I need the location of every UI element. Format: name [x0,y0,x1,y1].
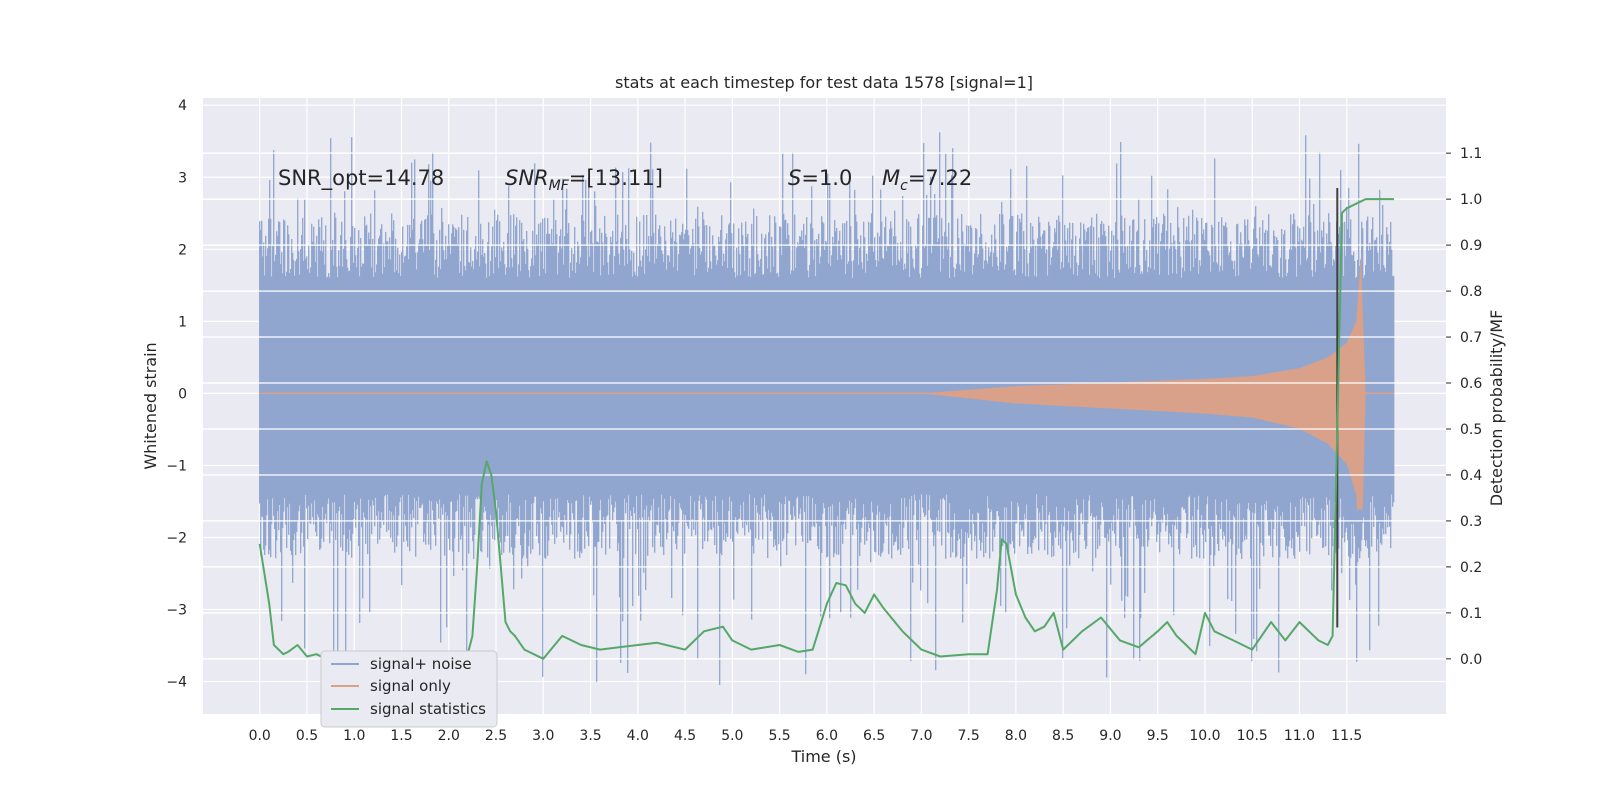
y2-tick-label: 0.1 [1460,606,1482,622]
annotation-snr-mf-sub: MF [549,178,570,194]
y2-tick-label: 0.0 [1460,652,1482,668]
x-tick-label: 6.5 [863,728,885,744]
x-tick-label: 4.5 [674,728,696,744]
annotation-mc-sub: c [900,178,908,194]
x-axis-ticks: 0.0 0.5 1.0 1.5 2.0 2.5 3.0 3.5 4.0 4.5 5.0 5.5 6.0 6… [249,728,1363,744]
x-tick-label: 7.5 [958,728,980,744]
x-tick-label: 1.0 [343,728,365,744]
x-tick-label: 11.5 [1331,728,1362,744]
y2-tick-label: 0.3 [1460,514,1482,530]
grid-lines-right-axis-overlay [203,152,1446,660]
y2-tick-label: 1.0 [1460,192,1482,208]
y-tick-label: −1 [166,458,187,474]
x-tick-label: 7.0 [910,728,932,744]
x-tick-label: 4.0 [627,728,649,744]
annotation-s: S=1.0 [788,166,852,190]
y-tick-label: 3 [178,170,187,186]
annotations: SNR_opt=14.78 SNRMF=[13.11] S=1.0 Mc=7.2… [278,166,972,194]
annotation-s-label: S [788,166,801,190]
y-tick-label: −3 [166,603,187,619]
y2-tick-label: 0.7 [1460,330,1482,346]
x-tick-label: 9.5 [1147,728,1169,744]
annotation-snr-mf-value: =[13.11] [569,166,663,190]
x-tick-label: 8.5 [1052,728,1074,744]
y2-tick-label: 1.1 [1460,146,1482,162]
y2-tick-label: 0.2 [1460,560,1482,576]
annotation-snr-mf: SNRMF=[13.11] [505,166,663,194]
x-tick-label: 3.0 [532,728,554,744]
y-tick-label: 4 [178,98,187,114]
y-axis-label: Whitened strain [141,342,160,469]
y2-tick-label: 0.4 [1460,468,1482,484]
x-tick-label: 10.0 [1189,728,1220,744]
right-y-axis-ticks: 0.0 0.1 0.2 0.3 0.4 0.5 0.6 0.7 0.8 0.9 1.0 1.1 [1446,146,1482,668]
y-tick-label: 1 [178,314,187,330]
x-tick-label: 10.5 [1237,728,1268,744]
x-tick-label: 5.0 [721,728,743,744]
annotation-mc-value: =7.22 [908,166,972,190]
left-y-axis-ticks: −4 −3 −2 −1 0 1 2 3 4 [166,98,187,690]
annotation-mc: Mc=7.22 [882,166,972,194]
x-tick-label: 1.5 [390,728,412,744]
x-tick-label: 2.0 [438,728,460,744]
x-tick-label: 0.5 [296,728,318,744]
x-tick-label: 5.5 [768,728,790,744]
annotation-snr-mf-main: SNR [505,166,549,190]
legend-label-stats: signal statistics [370,700,486,718]
x-tick-label: 3.5 [579,728,601,744]
x-tick-label: 11.0 [1284,728,1315,744]
legend-label-noise: signal+ noise [370,655,472,673]
y-tick-label: −2 [166,530,187,546]
chart-title: stats at each timestep for test data 157… [615,73,1033,92]
x-axis-label: Time (s) [790,747,856,766]
y2-tick-label: 0.8 [1460,284,1482,300]
y-tick-label: −4 [166,675,187,691]
x-tick-label: 6.0 [816,728,838,744]
legend: signal+ noise signal only signal statist… [320,650,498,728]
annotation-mc-label: M [882,166,900,190]
x-tick-label: 8.0 [1005,728,1027,744]
legend-box [320,650,498,728]
x-tick-label: 9.0 [1099,728,1121,744]
annotation-s-value: =1.0 [801,166,852,190]
y2-tick-label: 0.9 [1460,238,1482,254]
x-tick-label: 0.0 [249,728,271,744]
y2-tick-label: 0.5 [1460,422,1482,438]
annotation-snr-opt: SNR_opt=14.78 [278,166,444,191]
y-tick-label: 2 [178,242,187,258]
x-tick-label: 2.5 [485,728,507,744]
y2-tick-label: 0.6 [1460,376,1482,392]
y2-axis-label: Detection probability/MF [1487,310,1506,507]
legend-label-signal: signal only [370,677,451,695]
y-tick-label: 0 [178,386,187,402]
